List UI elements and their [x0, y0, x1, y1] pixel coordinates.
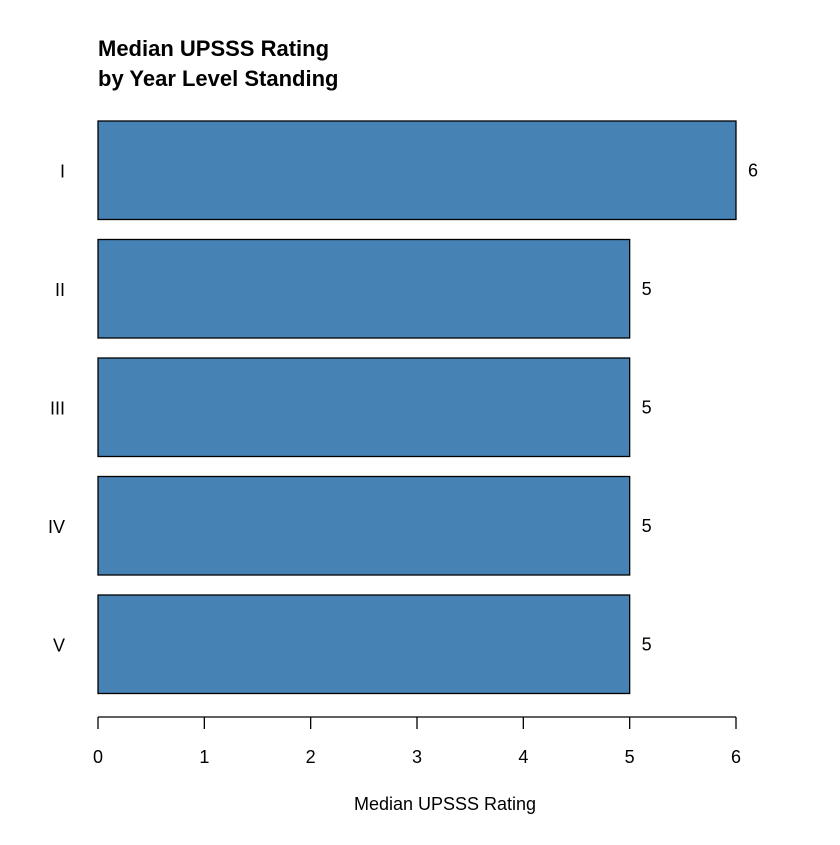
- x-tick-label: 4: [518, 747, 528, 767]
- bar: [97, 594, 631, 695]
- x-tick-label: 5: [625, 747, 635, 767]
- x-tick-label: 0: [93, 747, 103, 767]
- bar: [97, 475, 631, 576]
- x-tick-label: 2: [306, 747, 316, 767]
- chart-title-line-1: Median UPSSS Rating: [98, 36, 330, 61]
- category-label: V: [53, 635, 65, 655]
- data-label: 5: [642, 516, 652, 536]
- x-axis-label: Median UPSSS Rating: [354, 794, 536, 814]
- bar: [97, 120, 737, 221]
- category-label: I: [60, 161, 65, 181]
- data-label: 6: [748, 160, 758, 180]
- chart-title-line-2: by Year Level Standing: [98, 66, 339, 91]
- data-label: 5: [642, 279, 652, 299]
- x-tick-label: 1: [199, 747, 209, 767]
- data-label: 5: [642, 397, 652, 417]
- category-label: II: [55, 280, 65, 300]
- bar: [97, 357, 631, 458]
- x-tick-label: 6: [731, 747, 741, 767]
- data-label: 5: [642, 634, 652, 654]
- category-label: IV: [48, 517, 65, 537]
- x-tick-label: 3: [412, 747, 422, 767]
- bar: [97, 238, 631, 339]
- category-label: III: [50, 398, 65, 418]
